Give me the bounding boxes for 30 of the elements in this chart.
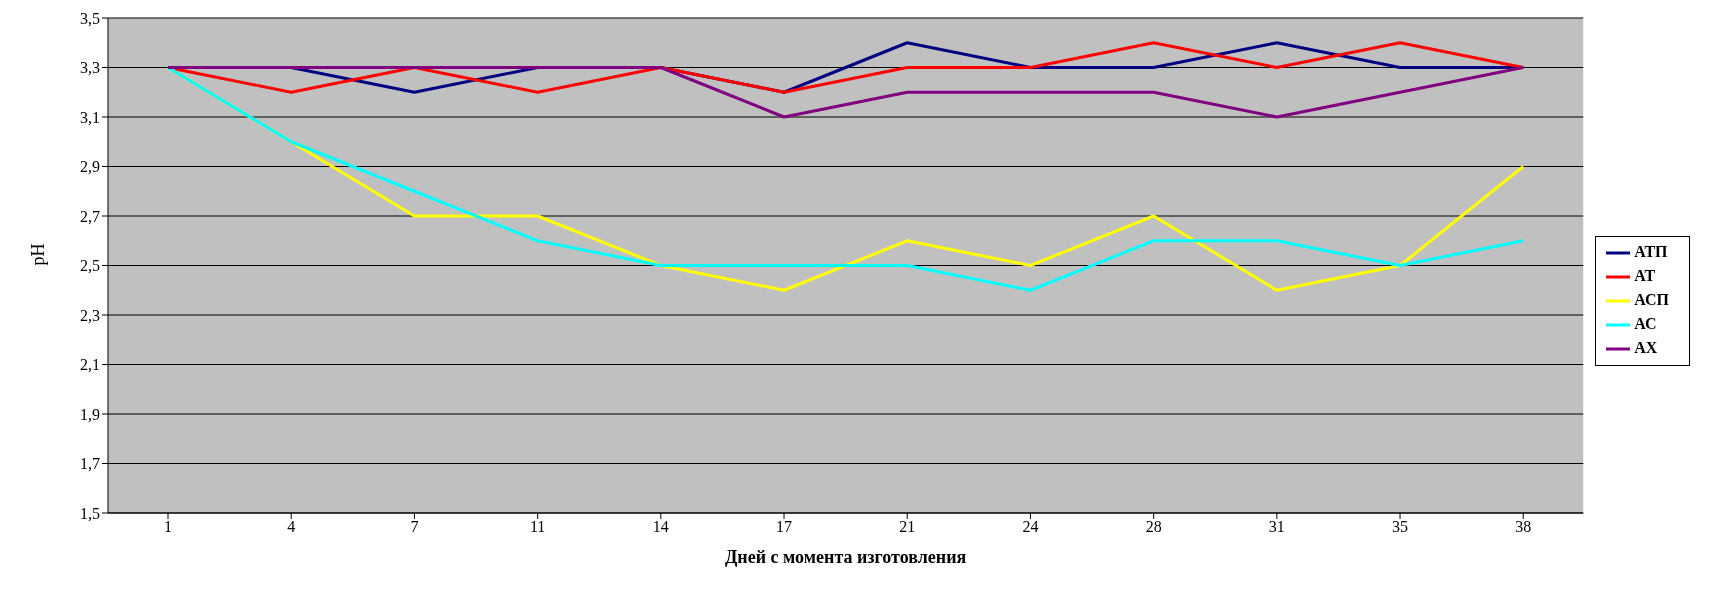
- y-tick-label: 2,1: [80, 356, 100, 374]
- y-tick-label: 2,5: [80, 257, 100, 275]
- legend-label: АТП: [1634, 242, 1668, 260]
- x-tick-label: 31: [1268, 518, 1285, 536]
- x-tick-label: 21: [899, 518, 916, 536]
- y-tick-label: 1,9: [80, 405, 100, 423]
- x-tick-label: 14: [652, 518, 669, 536]
- x-tick-label: 7: [410, 518, 419, 536]
- legend-label: АХ: [1634, 338, 1658, 356]
- legend-label: АСП: [1634, 290, 1669, 308]
- y-axis-title: pH: [28, 243, 49, 266]
- x-tick-label: 28: [1145, 518, 1162, 536]
- x-tick-label: 4: [287, 518, 296, 536]
- x-tick-label: 35: [1392, 518, 1409, 536]
- x-tick-label: 38: [1515, 518, 1532, 536]
- y-tick-label: 2,3: [80, 306, 100, 324]
- legend-label: АС: [1634, 314, 1657, 332]
- y-tick-label: 1,5: [80, 504, 100, 522]
- x-tick-label: 17: [776, 518, 793, 536]
- y-tick-label: 3,1: [80, 108, 100, 126]
- x-axis-title: Дней с момента изготовления: [724, 547, 967, 567]
- y-tick-label: 2,9: [80, 158, 100, 176]
- y-tick-label: 3,3: [80, 59, 100, 77]
- x-tick-label: 11: [529, 518, 546, 536]
- y-tick-label: 3,5: [80, 9, 100, 27]
- x-tick-label: 24: [1022, 518, 1039, 536]
- y-tick-label: 1,7: [80, 455, 100, 473]
- x-tick-label: 1: [164, 518, 172, 536]
- legend-label: АТ: [1634, 266, 1656, 284]
- y-tick-label: 2,7: [80, 207, 100, 225]
